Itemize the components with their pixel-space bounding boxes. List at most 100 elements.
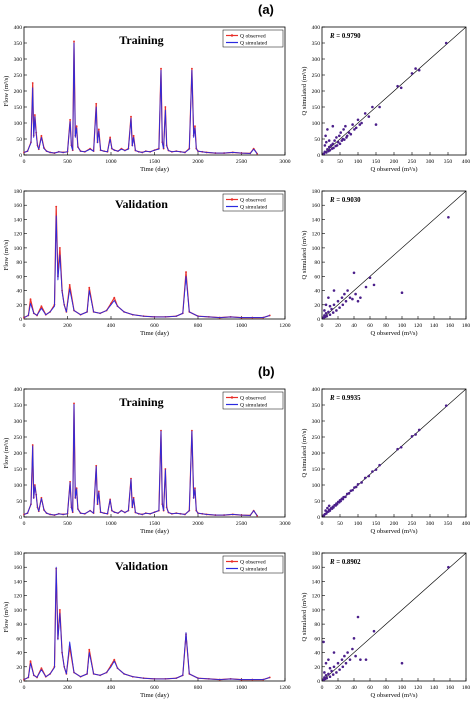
x-tick-label: 1200 [279, 685, 290, 691]
x-axis-label: Time (day) [140, 528, 169, 535]
y-tick-label: 0 [19, 515, 22, 521]
scatter-point [344, 299, 348, 303]
scatter-point [324, 674, 328, 677]
x-tick-label: 80 [383, 685, 389, 691]
y-tick-label: 350 [312, 403, 321, 409]
observed-point [185, 271, 187, 273]
scatter-point [374, 468, 378, 471]
y-tick-label: 0 [317, 153, 320, 159]
y-tick-label: 40 [314, 651, 320, 657]
series-line-simulated [23, 403, 258, 516]
scatter-point [349, 132, 353, 136]
y-tick-label: 160 [312, 565, 321, 571]
scatter-point [352, 637, 356, 640]
y-tick-label: 160 [14, 565, 23, 571]
x-tick-label: 1000 [105, 159, 116, 165]
observed-point [68, 283, 71, 286]
x-tick-label: 0 [23, 159, 26, 165]
x-tick-label: 100 [398, 685, 407, 691]
scatter-point [331, 311, 335, 314]
scatter-point [364, 285, 368, 289]
scatter-point [332, 289, 336, 292]
observed-point [31, 444, 34, 446]
scatter-point [335, 144, 339, 147]
observed-point [29, 298, 32, 300]
scatter-point [325, 314, 329, 318]
scatter-point [336, 661, 340, 665]
scatter-point [351, 123, 354, 126]
scatter-point [324, 134, 327, 138]
y-tick-label: 0 [317, 515, 320, 521]
observed-point [95, 464, 98, 467]
observed-point [69, 118, 72, 121]
scatter-point [444, 404, 448, 407]
x-tick-label: 2000 [192, 159, 203, 165]
x-axis-label: Time (day) [140, 330, 169, 337]
scatter-point [339, 499, 343, 503]
scatter-point [328, 675, 332, 679]
one-to-one-line [321, 388, 467, 518]
scatter-point [325, 676, 329, 680]
x-tick-label: 100 [354, 521, 363, 527]
scatter-point [354, 654, 357, 658]
x-tick-label: 200 [390, 521, 399, 527]
observed-point [29, 660, 32, 662]
scatter-point [342, 128, 345, 131]
x-axis-label: Q observed (m³/s) [370, 330, 417, 337]
scatter-point [331, 142, 335, 146]
x-tick-label: 0 [321, 521, 324, 527]
y-tick-label: 60 [16, 636, 22, 642]
x-tick-label: 0 [321, 323, 324, 329]
observed-point [75, 125, 78, 128]
scatter-point [360, 121, 363, 125]
y-axis-label: Flow (m³/s) [3, 240, 10, 271]
x-tick-label: 1500 [149, 159, 160, 165]
section-b-panel-1-line-chart: 0 500 1000 1500 2000 2500 3000 0 50 100 150 200 250 3… [3, 387, 291, 535]
x-axis-label: Q observed (m³/s) [370, 166, 417, 173]
y-tick-label: 180 [14, 189, 23, 195]
scatter-point [396, 84, 399, 88]
x-tick-label: 400 [107, 685, 116, 691]
x-tick-label: 1000 [236, 685, 247, 691]
legend-marker [230, 34, 234, 37]
observed-point [194, 125, 196, 128]
scatter-point [353, 128, 356, 131]
scatter-point [378, 463, 381, 467]
y-tick-label: 40 [16, 651, 22, 657]
y-axis-label: Q simulated (m³/s) [301, 67, 308, 116]
scatter-point [324, 312, 328, 315]
scatter-point [340, 296, 344, 299]
scatter-point [374, 123, 378, 126]
scatter-point [356, 299, 360, 303]
x-tick-label: 500 [63, 521, 72, 527]
x-tick-label: 120 [414, 323, 423, 329]
r-annotation: R = 0.9935 [329, 395, 361, 402]
y-tick-label: 100 [312, 608, 321, 614]
observed-point [130, 115, 132, 118]
scatter-point [335, 136, 338, 139]
scatter-point [399, 86, 403, 90]
x-tick-label: 140 [430, 685, 439, 691]
scatter-point [327, 672, 330, 676]
y-axis-label: Flow (m³/s) [3, 438, 10, 469]
y-tick-label: 180 [312, 189, 321, 195]
x-tick-label: 120 [414, 685, 423, 691]
scatter-point [335, 671, 338, 674]
y-tick-label: 400 [14, 387, 23, 393]
y-tick-label: 20 [314, 303, 320, 309]
y-tick-label: 150 [14, 105, 23, 111]
scatter-point [327, 504, 331, 508]
observed-point [160, 429, 162, 432]
legend-label: Q simulated [240, 403, 267, 409]
x-tick-label: 250 [408, 521, 417, 527]
scatter-point [359, 296, 362, 299]
y-axis-label: Q simulated (m³/s) [301, 231, 308, 280]
x-axis-label: Q observed (m³/s) [370, 528, 417, 535]
scatter-point [335, 309, 338, 312]
y-tick-label: 60 [16, 274, 22, 280]
y-tick-label: 60 [314, 274, 320, 280]
section-b-panel-2-scatter-chart: 0 50 100 150 200 250 300 350 400 0 50 100 150 200 250 3… [301, 387, 470, 535]
series-line-simulated [23, 215, 270, 319]
scatter-point [344, 661, 348, 665]
